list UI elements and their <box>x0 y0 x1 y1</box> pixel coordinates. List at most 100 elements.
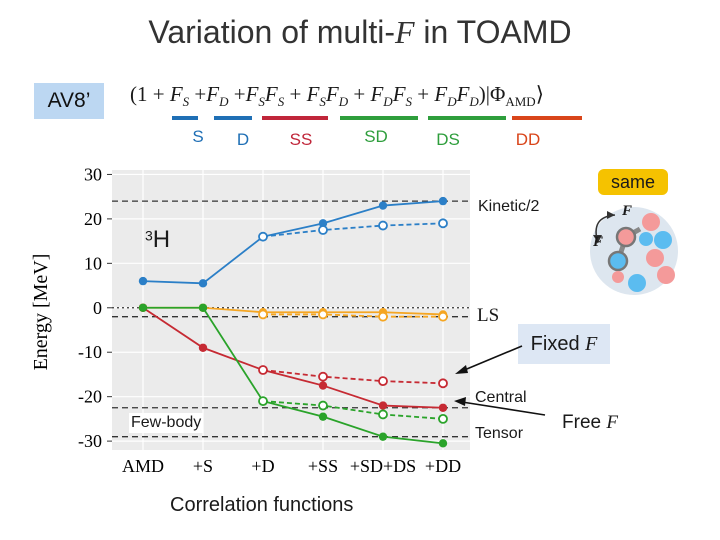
term-label-d: D <box>236 130 250 149</box>
proton <box>612 271 624 283</box>
term-a-sub: S <box>319 94 326 110</box>
tensor-label: Tensor <box>475 425 524 442</box>
term-b: F <box>264 82 278 106</box>
series-line <box>142 200 444 285</box>
nucleus-mass: 3 <box>145 227 153 244</box>
formula-close-sub: AMD <box>505 94 536 110</box>
term-b-sub: D <box>338 94 349 110</box>
term-a-sub: S <box>258 94 265 110</box>
proton <box>646 249 664 267</box>
neutron <box>628 274 646 292</box>
free-arrow <box>461 401 546 416</box>
term-b-sub: S <box>405 94 413 110</box>
data-point <box>318 219 328 228</box>
term-bar-ss <box>262 116 328 120</box>
x-tick-label: AMD <box>122 456 164 476</box>
term-b-sub: S <box>277 94 285 110</box>
term-label-ds: DS <box>436 130 460 149</box>
x-tick-label: +D <box>251 456 274 476</box>
data-point <box>438 311 448 322</box>
data-point <box>438 413 448 424</box>
term-pre: + <box>412 82 435 106</box>
formula-term: + FDFS <box>348 82 413 110</box>
data-point <box>378 401 388 410</box>
data-point <box>258 365 268 375</box>
y-tick-label: -30 <box>78 431 102 451</box>
kinetic-label: Kinetic/2 <box>478 198 540 215</box>
title-prefix: Variation of multi- <box>148 14 395 50</box>
term-a: F <box>306 82 320 106</box>
term-a: F <box>245 82 259 106</box>
term-a-sub: D <box>447 94 457 110</box>
y-tick-label: 20 <box>84 209 102 229</box>
data-point <box>378 376 388 387</box>
term-pre: + <box>284 82 307 106</box>
term-bar-sd <box>340 116 418 120</box>
data-point <box>318 225 328 235</box>
data-point <box>198 279 208 288</box>
fixed-F-text: Fixed <box>530 333 586 355</box>
free-F-label: Free F <box>540 398 640 448</box>
term-pre: + <box>228 82 246 106</box>
slide-title: Variation of multi-F in TOAMD <box>0 14 720 51</box>
central-label: Central <box>475 389 527 406</box>
ls-label: LS <box>477 305 500 326</box>
series-line <box>263 313 443 318</box>
term-label-sd: SD <box>364 127 388 146</box>
energy-chart: 30 20 10 0 -10 -20 -30 AMD +S +D +SS +SD+DS +DD Ener… <box>30 164 470 476</box>
term-a-sub: D <box>383 94 393 110</box>
y-tick-label: 30 <box>84 164 102 184</box>
formula-close-end: ⟩ <box>535 82 544 106</box>
term-label-dd: DD <box>515 130 541 149</box>
data-point <box>438 196 448 206</box>
term-bar-dd <box>512 116 582 120</box>
term-b: F <box>325 82 339 106</box>
term-b-sub: D <box>469 94 479 110</box>
data-point <box>438 218 448 229</box>
neutron <box>639 232 653 246</box>
x-tick-label: +DD <box>425 456 461 476</box>
data-point <box>438 439 448 448</box>
free-F-var: F <box>606 412 618 433</box>
y-axis-label: Energy [MeV] <box>30 254 52 371</box>
data-point <box>378 432 388 441</box>
neutron <box>654 231 672 249</box>
data-point <box>318 309 328 320</box>
term-bar-s <box>172 116 198 120</box>
series-line <box>262 222 444 238</box>
series-line <box>143 306 444 445</box>
data-point <box>378 311 388 322</box>
diagram-F-label: F <box>622 203 633 219</box>
term-bar-ds <box>428 116 506 120</box>
formula-term: + FDFD <box>412 82 479 110</box>
data-point <box>378 409 388 420</box>
series-line <box>262 400 444 420</box>
term-a: F <box>206 82 220 106</box>
term-bar-d <box>214 116 252 120</box>
formula-term: + FSFD <box>284 82 349 110</box>
proton <box>642 213 660 231</box>
fixed-arrowhead <box>455 365 468 374</box>
y-tick-label: -10 <box>78 342 102 362</box>
free-arrowhead <box>454 397 466 406</box>
series-line <box>142 307 444 409</box>
x-tick-label: +S <box>193 456 213 476</box>
formula-open: (1 + <box>130 82 170 106</box>
data-point <box>378 220 388 231</box>
data-point <box>198 303 208 312</box>
data-point <box>258 309 268 320</box>
title-suffix: in TOAMD <box>414 14 572 50</box>
correlation-functions-label: Correlation functions <box>170 494 354 516</box>
x-tick-label: +SS <box>308 456 338 476</box>
data-point <box>138 303 148 312</box>
potential-badge: AV8’ <box>34 83 104 119</box>
formula-term: +FD <box>189 82 228 109</box>
data-point <box>378 201 388 210</box>
term-a-sub: S <box>182 94 190 110</box>
data-point <box>318 400 328 411</box>
few-body-label: Few-body <box>129 413 204 433</box>
swap-arrowhead <box>593 235 602 243</box>
free-F-text: Free <box>562 412 607 433</box>
term-b: F <box>456 82 470 106</box>
term-label-s: S <box>192 127 204 146</box>
